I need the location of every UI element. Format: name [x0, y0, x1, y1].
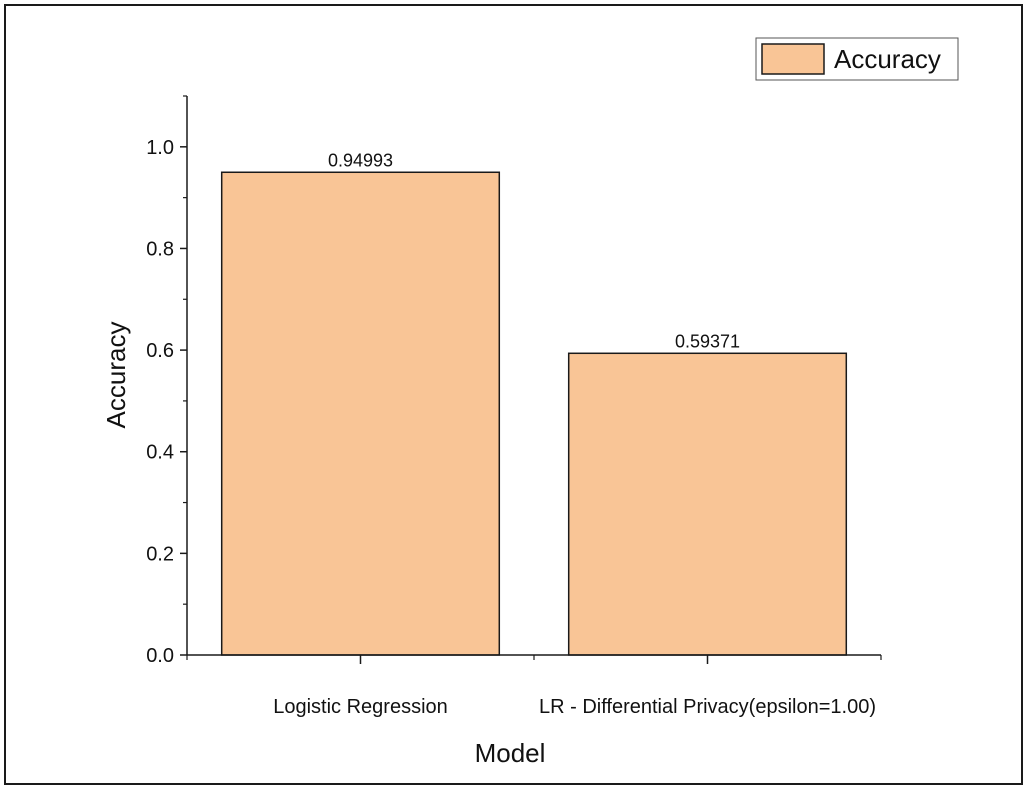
y-tick-label: 0.4	[146, 442, 174, 464]
x-category-label: LR - Differential Privacy(epsilon=1.00)	[539, 696, 876, 718]
data-label: 0.59371	[675, 331, 740, 351]
data-label: 0.94993	[328, 150, 393, 170]
legend-label: Accuracy	[834, 44, 941, 74]
y-tick-label: 1.0	[146, 137, 174, 159]
y-tick-label: 0.8	[146, 238, 174, 260]
x-category-label: Logistic Regression	[273, 696, 448, 718]
bar	[220, 171, 501, 656]
axes-group	[180, 95, 882, 664]
y-tick-label: 0.0	[146, 645, 174, 667]
y-tick-label: 0.6	[146, 340, 174, 362]
bars-group	[220, 171, 848, 656]
x-axis-title: Model	[475, 738, 546, 768]
bar	[567, 352, 848, 656]
legend-swatch	[761, 43, 825, 75]
y-tick-label: 0.2	[146, 543, 174, 565]
legend: Accuracy	[755, 37, 959, 81]
y-axis-title: Accuracy	[101, 322, 131, 429]
labels-group: 0.0 0.2 0.4 0.6 0.8 1.0 0.94993 Logistic Regres…	[146, 137, 876, 718]
